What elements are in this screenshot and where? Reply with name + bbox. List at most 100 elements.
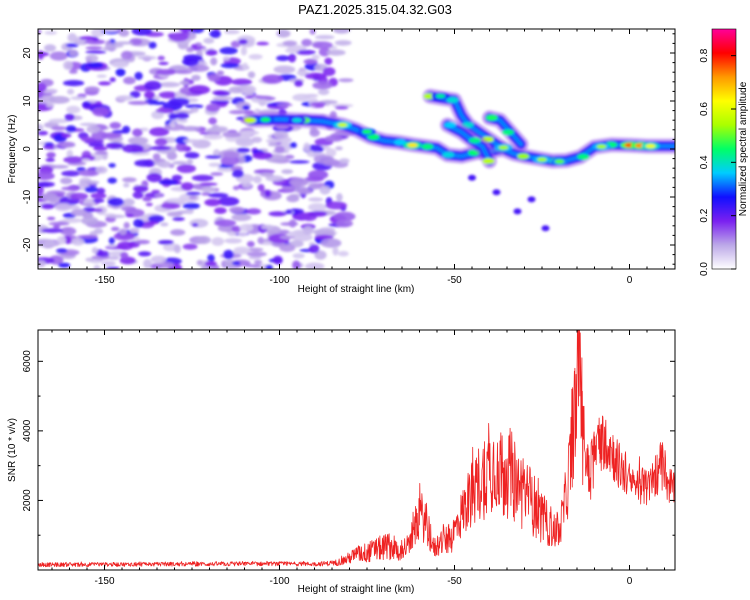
noise-blob (63, 80, 85, 87)
noise-blob (246, 241, 255, 248)
y-tick-label: 2000 (22, 489, 33, 512)
noise-blob (55, 248, 68, 253)
noise-blob (256, 41, 269, 46)
noise-blob (322, 67, 336, 77)
noise-blob (222, 131, 241, 138)
track-hotspot (442, 151, 455, 158)
noise-blob (156, 261, 175, 269)
noise-blob (264, 190, 271, 198)
noise-blob (45, 158, 55, 162)
noise-blob (58, 262, 71, 268)
noise-blob (64, 113, 75, 121)
track-hotspot (502, 129, 515, 136)
noise-blob (96, 74, 107, 78)
noise-blob (252, 151, 273, 160)
noise-blob (79, 122, 98, 127)
noise-blob (59, 177, 73, 185)
noise-blob (63, 60, 73, 70)
isolated-detection (527, 196, 536, 203)
isolated-detection (541, 225, 550, 232)
noise-blob (208, 117, 218, 125)
noise-blob (132, 128, 143, 137)
track-hotspot (444, 122, 456, 128)
noise-blob (139, 127, 149, 132)
noise-blob (41, 228, 64, 234)
noise-blob (169, 121, 176, 128)
noise-blob (68, 49, 79, 57)
noise-blob (180, 126, 201, 132)
noise-blob (304, 72, 327, 80)
signal-blob-inner (337, 122, 348, 128)
spectrogram-x-label: Height of straight line (km) (298, 284, 415, 295)
signal-tracks (244, 88, 675, 232)
noise-blob (120, 252, 129, 259)
noise-blob (204, 198, 222, 207)
noise-blob (265, 264, 274, 269)
y-tick-label: -10 (22, 189, 33, 204)
noise-blob (274, 146, 285, 153)
noise-blob (272, 255, 283, 265)
noise-blob (276, 103, 293, 107)
noise-blob (231, 225, 242, 233)
noise-blob (254, 260, 263, 265)
noise-blob (196, 259, 203, 266)
noise-blob (92, 208, 103, 212)
noise-blob (172, 217, 185, 221)
noise-blob (289, 142, 297, 149)
noise-blob (273, 130, 289, 139)
noise-blob (273, 65, 296, 74)
noise-blob (191, 223, 199, 227)
noise-blob (241, 179, 248, 185)
noise-blob (108, 163, 116, 168)
noise-blob (170, 229, 186, 236)
noise-blob (174, 70, 193, 74)
noise-blob (325, 201, 348, 210)
noise-blob (229, 206, 245, 214)
noise-blob (93, 146, 108, 151)
noise-blob (320, 238, 342, 248)
colorbar-tick-label: 0.4 (699, 155, 710, 169)
noise-blob (105, 266, 120, 269)
colorbar-gradient (712, 29, 736, 269)
noise-blob (205, 155, 222, 159)
noise-blob (91, 130, 108, 141)
signal-blob-inner (435, 94, 446, 99)
noise-blob (149, 127, 170, 137)
noise-blob (210, 172, 224, 176)
noise-blob (48, 96, 70, 104)
noise-blob (294, 80, 304, 87)
noise-blob (236, 147, 250, 153)
noise-blob (189, 218, 209, 228)
noise-blob (308, 182, 321, 190)
noise-blob (326, 49, 346, 56)
noise-blob (336, 193, 343, 202)
x-tick-label: -50 (447, 275, 462, 286)
noise-blob (60, 227, 77, 236)
noise-blob (81, 158, 91, 162)
noise-blob (133, 185, 149, 192)
noise-blob (108, 237, 115, 245)
noise-blob (212, 96, 234, 101)
noise-blob (150, 255, 167, 264)
isolated-detection (513, 208, 522, 215)
noise-blob (224, 259, 237, 269)
noise-blob (333, 29, 351, 34)
noise-blob (175, 112, 190, 120)
noise-blob (143, 259, 152, 269)
noise-blob (335, 105, 349, 110)
noise-blob (44, 31, 57, 35)
noise-blob (68, 69, 78, 74)
noise-blob (146, 172, 162, 183)
noise-blob (191, 44, 198, 48)
noise-blob (145, 202, 153, 207)
snr-background (38, 330, 675, 570)
noise-blob (148, 41, 157, 49)
y-tick-label: 10 (22, 95, 33, 107)
noise-blob (115, 68, 126, 77)
x-tick-label: -100 (269, 576, 289, 587)
noise-blob (160, 202, 181, 210)
noise-blob (314, 35, 335, 40)
noise-blob (191, 174, 214, 182)
noise-blob (65, 43, 79, 48)
track-core-main (249, 117, 675, 163)
